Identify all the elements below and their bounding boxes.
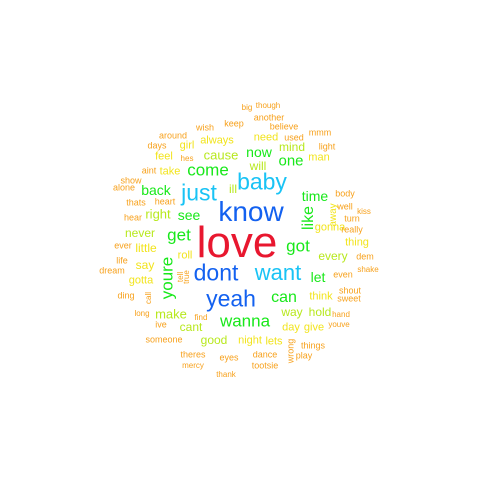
word-mmm: mmm [308,127,332,138]
word-wish: wish [195,122,215,133]
word-kiss: kiss [357,207,371,216]
word-thank: thank [216,370,236,379]
word-well: well [337,201,353,212]
word-never: never [124,226,156,240]
word-take: take [159,165,181,178]
word-hear: hear [123,212,143,223]
word-just: just [181,179,217,206]
word-come: come [187,160,229,180]
word-keep: keep [224,118,244,129]
word-back: back [141,182,171,198]
word-turn: turn [344,213,360,224]
word-thing: thing [345,236,369,249]
word-dream: dream [99,265,125,276]
word-let: let [310,269,326,285]
word-night: night [238,334,262,347]
word-find: find [194,313,208,322]
word-cant: cant [179,320,203,334]
word-wanna: wanna [219,311,271,331]
word-ive: ive [155,319,167,330]
word-mercy: mercy [182,361,204,370]
word-someone: someone [145,334,183,345]
word-believe: believe [269,121,299,132]
word-even: even [333,269,353,280]
word-girl: girl [179,139,195,152]
word-make: make [155,306,187,322]
word-gotta: gotta [128,274,154,287]
word-baby: baby [237,168,287,195]
word-heart: heart [154,196,176,207]
word-tootsie: tootsie [251,360,279,371]
word-youve: youve [328,320,350,329]
word-right: right [145,206,171,222]
word-cause: cause [203,147,239,163]
word-shake: shake [357,265,379,274]
word-get: get [167,225,191,245]
word-can: can [271,289,297,306]
word-thats: thats [126,197,146,208]
word-long: long [134,309,150,318]
word-will: will [249,159,267,173]
word-gonna: gonna [314,221,346,234]
word-way: way [281,305,303,319]
word-dance: dance [252,349,278,360]
word-dem: dem [356,251,374,262]
word-want: want [254,260,302,285]
word-alone: alone [112,182,136,193]
word-need: need [253,131,279,144]
word-big: big [241,103,253,112]
word-now: now [246,144,272,160]
word-always: always [200,134,234,147]
word-one: one [278,152,304,170]
word-got: got [286,236,310,256]
word-things: things [300,340,326,351]
word-say: say [135,258,155,272]
word-youre: youre [157,256,177,300]
word-light: light [318,141,336,152]
word-good: good [200,333,228,347]
word-hand: hand [332,310,350,319]
word-sweet: sweet [337,293,361,304]
word-hes: hes [180,154,194,163]
word-man: man [308,151,330,164]
word-call: call [144,291,153,305]
word-day: day [282,321,300,334]
word-though: though [255,101,281,110]
word-really: really [341,224,363,235]
word-show: show [120,175,142,186]
word-time: time [301,188,329,204]
word-feel: feel [155,150,173,163]
word-ding: ding [117,290,135,301]
word-aint: aint [141,165,157,176]
word-know: know [218,196,284,227]
word-another: another [253,112,285,123]
word-eyes: eyes [219,352,239,363]
word-shout: shout [338,285,362,296]
word-life: life [116,255,128,266]
word-around: around [158,130,188,141]
word-give: give [303,321,325,334]
word-every: every [318,249,348,263]
word-mind: mind [278,140,306,154]
word-theres: theres [180,349,206,360]
word-think: think [309,290,333,303]
word-true: true [182,270,191,284]
word-days: days [147,140,167,151]
word-dont: dont [193,259,239,286]
word-wrong: wrong [285,338,296,364]
word-roll: roll [177,249,193,262]
word-body: body [335,188,355,199]
word-lets: lets [265,335,283,348]
word-love: love [196,218,278,267]
word-yeah: yeah [206,285,256,312]
word-ever: ever [114,240,132,251]
word-little: little [135,241,157,255]
word-play: play [295,350,313,361]
word-ill: ill [229,182,237,196]
word-see: see [177,207,201,223]
word-hold: hold [308,305,332,319]
word-used: used [284,132,304,143]
